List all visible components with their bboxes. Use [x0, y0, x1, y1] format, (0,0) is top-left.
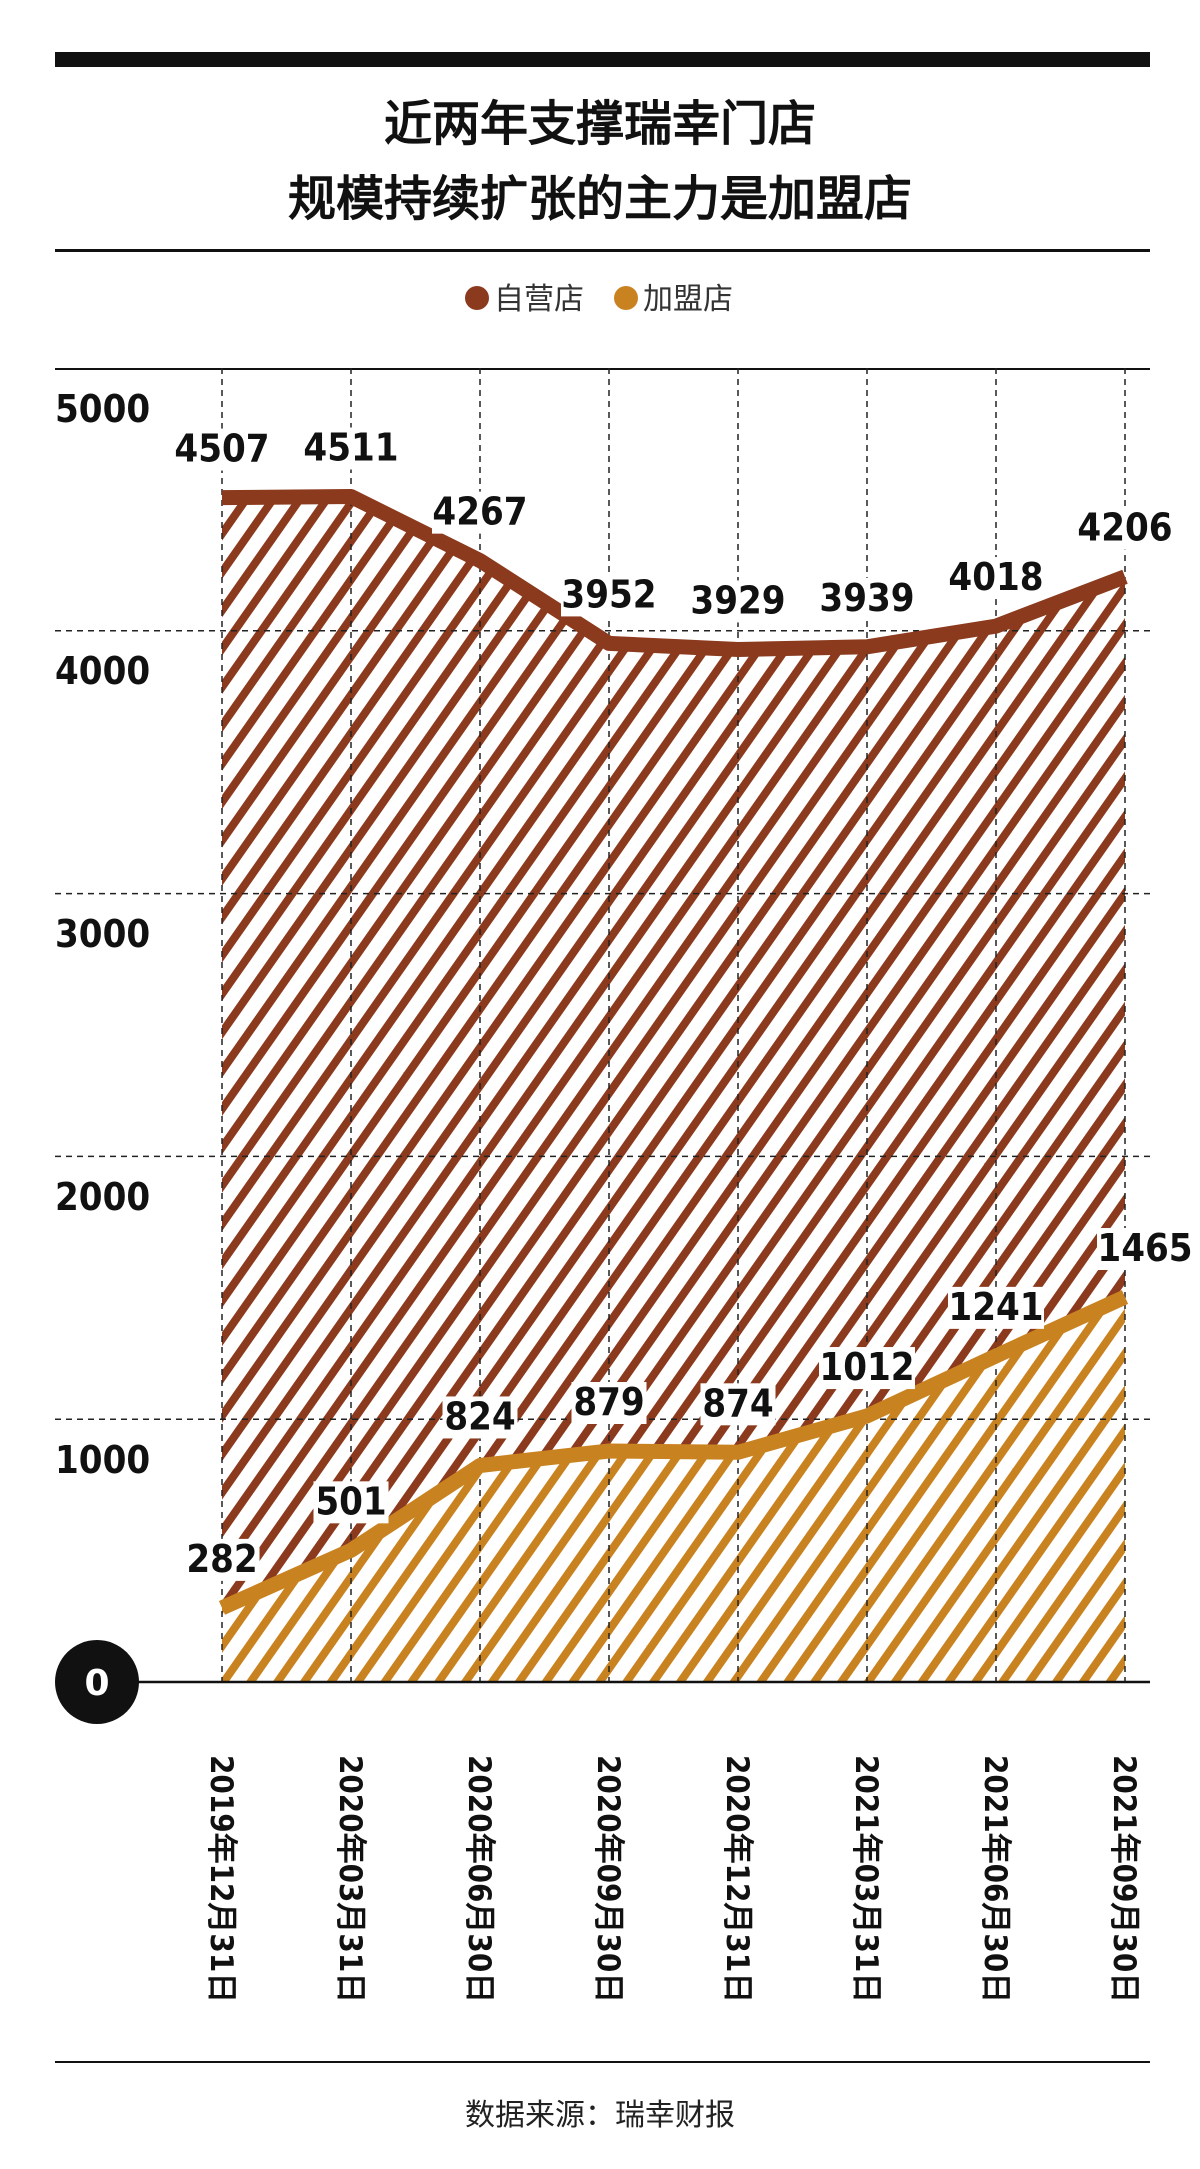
data-label-self-operated: 3929	[690, 578, 785, 622]
data-label-franchise: 1465	[1097, 1226, 1192, 1270]
data-label-franchise-bg	[571, 1381, 647, 1424]
legend-label-self-operated: 自营店	[494, 282, 584, 317]
data-label-franchise: 501	[315, 1479, 386, 1523]
chart-title-line1: 近两年支撑瑞幸门店	[384, 96, 816, 152]
data-label-self-operated-bg	[1077, 507, 1173, 550]
zero-label: 0	[84, 1663, 109, 1704]
title-rule	[55, 249, 1150, 252]
data-label-self-operated: 4507	[174, 427, 269, 471]
source-note: 数据来源：瑞幸财报	[465, 2098, 735, 2133]
data-label-self-operated-bg	[174, 428, 270, 471]
x-tick-label: 2021年06月30日	[977, 1755, 1013, 2003]
data-label-self-operated-bg	[561, 574, 657, 617]
data-label-self-operated-bg	[303, 427, 399, 470]
data-label-self-operated: 4018	[948, 555, 1043, 599]
data-label-franchise: 874	[702, 1381, 773, 1425]
data-label-self-operated: 4267	[432, 490, 527, 534]
x-tick-label: 2020年09月30日	[590, 1755, 626, 2003]
zero-marker	[55, 1640, 139, 1724]
data-label-franchise-bg	[313, 1481, 389, 1524]
area-franchise	[222, 1297, 1125, 1682]
data-label-franchise-bg	[819, 1347, 915, 1390]
data-label-self-operated-bg	[948, 557, 1044, 600]
y-tick-label: 2000	[55, 1175, 150, 1219]
x-tick-label: 2021年09月30日	[1106, 1755, 1142, 2003]
data-label-franchise-bg	[700, 1383, 776, 1426]
data-label-franchise-bg	[184, 1538, 260, 1581]
data-label-self-operated: 4511	[303, 426, 398, 470]
y-tick-label: 4000	[55, 649, 150, 693]
y-tick-label: 3000	[55, 912, 150, 956]
data-label-franchise: 1241	[948, 1285, 1043, 1329]
bottom-rule	[55, 2061, 1150, 2063]
data-label-franchise-bg	[442, 1396, 518, 1439]
chart-title-line2: 规模持续扩张的主力是加盟店	[288, 171, 912, 227]
legend: 自营店 加盟店	[465, 282, 733, 317]
data-label-self-operated-bg	[432, 491, 528, 534]
y-axis: 1000 2000 3000 4000 5000	[55, 387, 150, 1482]
data-label-self-operated-bg	[819, 577, 915, 620]
data-label-franchise: 824	[444, 1394, 515, 1438]
x-tick-label: 2019年12月31日	[203, 1755, 239, 2003]
x-tick-label: 2020年06月30日	[461, 1755, 497, 2003]
data-label-franchise: 1012	[819, 1345, 914, 1389]
data-label-self-operated: 4206	[1077, 506, 1172, 550]
legend-swatch-franchise	[614, 286, 638, 310]
y-tick-label: 1000	[55, 1438, 150, 1482]
top-bar	[55, 52, 1150, 67]
legend-label-franchise: 加盟店	[643, 282, 733, 317]
data-label-self-operated: 3939	[819, 576, 914, 620]
area-self-operated	[222, 496, 1125, 1608]
x-tick-label: 2021年03月31日	[848, 1755, 884, 2003]
data-label-franchise: 879	[573, 1380, 644, 1424]
x-tick-label: 2020年12月31日	[719, 1755, 755, 2003]
series-line-self-operated	[221, 489, 1128, 657]
x-tick-label: 2020年03月31日	[332, 1755, 368, 2003]
data-label-franchise-bg	[1097, 1227, 1193, 1270]
data-label-franchise-bg	[948, 1286, 1044, 1329]
data-label-franchise: 282	[186, 1537, 257, 1581]
data-label-self-operated-bg	[690, 580, 786, 623]
plot-top-rule	[55, 368, 1150, 370]
y-tick-label: 5000	[55, 387, 150, 431]
legend-swatch-self-operated	[465, 286, 489, 310]
series-line-franchise	[218, 1290, 1129, 1615]
data-label-self-operated: 3952	[561, 572, 656, 616]
